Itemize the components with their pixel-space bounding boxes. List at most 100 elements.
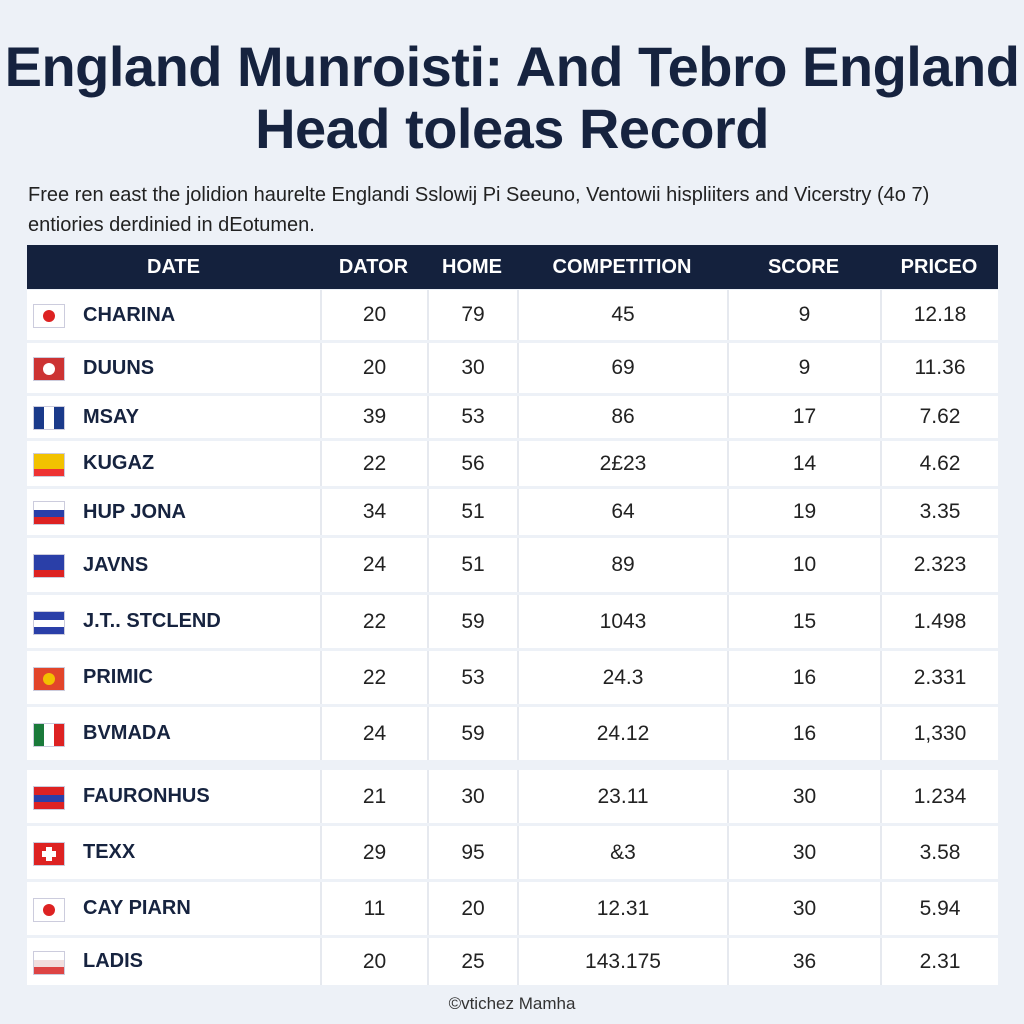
table-cell: 24.3 bbox=[517, 651, 727, 704]
flag-icon bbox=[33, 610, 65, 635]
title-line: Head toleas Record bbox=[255, 97, 769, 160]
table-cell: 14 bbox=[727, 441, 880, 486]
header-cell: Score bbox=[767, 256, 840, 278]
table-cell: 143.175 bbox=[517, 938, 727, 985]
table-cell: 1,330 bbox=[880, 707, 998, 760]
table-cell: 20 bbox=[320, 290, 427, 340]
table-row: CAY PIARN 11 20 12.31 30 5.94 bbox=[27, 882, 998, 935]
table-cell: 12.18 bbox=[880, 290, 998, 340]
table-row: PRIMIC 22 53 24.3 16 2.331 bbox=[27, 651, 998, 704]
header-cell: Dator bbox=[338, 256, 409, 278]
table-cell: 24 bbox=[320, 707, 427, 760]
table-row: CHARINA 20 79 45 9 12.18 bbox=[27, 290, 998, 340]
table-cell: 24 bbox=[320, 538, 427, 592]
table-cell: 2.323 bbox=[880, 538, 998, 592]
table-cell: 21 bbox=[320, 770, 427, 823]
table-cell: 22 bbox=[320, 595, 427, 648]
table-cell: 3.35 bbox=[880, 489, 998, 535]
table-cell: 22 bbox=[320, 651, 427, 704]
table-cell: 34 bbox=[320, 489, 427, 535]
table-cell: 86 bbox=[517, 396, 727, 438]
table-row: J.T.. STCLEND 22 59 1043 15 1.498 bbox=[27, 595, 998, 648]
table-row: JAVNS 24 51 89 10 2.323 bbox=[27, 538, 998, 592]
table-cell: 19 bbox=[727, 489, 880, 535]
table-cell: 3.58 bbox=[880, 826, 998, 879]
footer: ©vtichez Mamha bbox=[448, 994, 576, 1013]
table-cell: 69 bbox=[517, 343, 727, 393]
table-cell: 1.234 bbox=[880, 770, 998, 823]
table-cell: 10 bbox=[727, 538, 880, 592]
table-cell: 29 bbox=[320, 826, 427, 879]
table-cell: 56 bbox=[427, 441, 517, 486]
table-cell: 45 bbox=[517, 290, 727, 340]
table-row: HUP JONA 34 51 64 19 3.35 bbox=[27, 489, 998, 535]
table-cell: 36 bbox=[727, 938, 880, 985]
table-cell: 15 bbox=[727, 595, 880, 648]
table-row: MSAY 39 53 86 17 7.62 bbox=[27, 396, 998, 438]
table-row: TEXX 29 95 &3 30 3.58 bbox=[27, 826, 998, 879]
table-cell: 53 bbox=[427, 651, 517, 704]
table-cell: 9 bbox=[727, 290, 880, 340]
table-cell: 2.31 bbox=[880, 938, 998, 985]
table-cell: 22 bbox=[320, 441, 427, 486]
table-cell: 25 bbox=[427, 938, 517, 985]
flag-icon bbox=[33, 897, 65, 922]
row-name: LADIS bbox=[83, 950, 143, 972]
table-cell: 30 bbox=[727, 770, 880, 823]
table-cell: 2£23 bbox=[517, 441, 727, 486]
table-cell: 7.62 bbox=[880, 396, 998, 438]
table-cell: 12.31 bbox=[517, 882, 727, 935]
table-cell: 17 bbox=[727, 396, 880, 438]
table-row: FAURONHUS 21 30 23.11 30 1.234 bbox=[27, 770, 998, 823]
header-cell: Priceo bbox=[900, 256, 978, 278]
table-cell: 16 bbox=[727, 707, 880, 760]
row-name: J.T.. STCLEND bbox=[83, 610, 221, 632]
table-cell: 16 bbox=[727, 651, 880, 704]
table-row: LADIS 20 25 143.175 36 2.31 bbox=[27, 938, 998, 985]
header-cell: Home bbox=[442, 256, 502, 278]
table-cell: 59 bbox=[427, 595, 517, 648]
row-name: CAY PIARN bbox=[83, 897, 191, 919]
table-cell: 2.331 bbox=[880, 651, 998, 704]
table-cell: 4.62 bbox=[880, 441, 998, 486]
table-cell: 1043 bbox=[517, 595, 727, 648]
row-name: TEXX bbox=[83, 841, 136, 863]
title-line: England Munroisti: And Tebro England bbox=[4, 35, 1020, 98]
row-name: PRIMIC bbox=[83, 666, 153, 688]
flag-icon bbox=[33, 357, 65, 381]
row-name: BVMADA bbox=[83, 722, 171, 744]
table-cell: 39 bbox=[320, 396, 427, 438]
table: Date Dator Home Competition Score Priceo CHARI… bbox=[27, 245, 998, 990]
header-cell: Competition bbox=[552, 256, 692, 278]
table-cell: 51 bbox=[427, 538, 517, 592]
table-cell: 95 bbox=[427, 826, 517, 879]
table-row: BVMADA 24 59 24.12 16 1,330 bbox=[27, 707, 998, 760]
table-cell: &3 bbox=[517, 826, 727, 879]
table-cell: 79 bbox=[427, 290, 517, 340]
table-cell: 1.498 bbox=[880, 595, 998, 648]
table-cell: 9 bbox=[727, 343, 880, 393]
flag-icon bbox=[33, 501, 65, 525]
header-cell: Date bbox=[147, 256, 200, 278]
table-cell: 89 bbox=[517, 538, 727, 592]
table-cell: 59 bbox=[427, 707, 517, 760]
table-cell: 30 bbox=[427, 770, 517, 823]
flag-icon bbox=[33, 950, 65, 975]
table-cell: 64 bbox=[517, 489, 727, 535]
table-cell: 51 bbox=[427, 489, 517, 535]
flag-icon bbox=[33, 785, 65, 810]
table-cell: 24.12 bbox=[517, 707, 727, 760]
table-cell: 5.94 bbox=[880, 882, 998, 935]
flag-icon bbox=[33, 406, 65, 430]
subtitle: Free ren east the jolidion haurelte Engl… bbox=[28, 184, 930, 236]
flag-icon bbox=[33, 554, 65, 578]
row-name: MSAY bbox=[83, 406, 139, 428]
flag-icon bbox=[33, 304, 65, 328]
table-header: Date Dator Home Competition Score Priceo bbox=[27, 245, 998, 289]
table-cell: 11.36 bbox=[880, 343, 998, 393]
table-cell: 30 bbox=[727, 826, 880, 879]
table-cell: 53 bbox=[427, 396, 517, 438]
table-cell: 20 bbox=[320, 938, 427, 985]
flag-icon bbox=[33, 666, 65, 691]
